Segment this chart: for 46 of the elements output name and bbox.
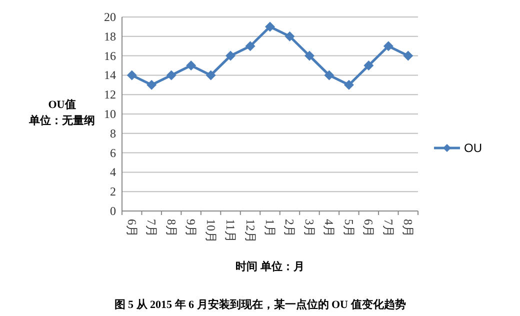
y-tick-label: 6 — [110, 146, 116, 160]
y-tick-label: 0 — [110, 204, 116, 218]
point — [186, 60, 196, 70]
x-tick-label: 4月 — [322, 219, 336, 237]
x-tick-label: 5月 — [342, 219, 356, 237]
point — [166, 70, 176, 80]
point — [304, 50, 314, 61]
y-tick-label: 8 — [110, 126, 116, 140]
x-tick-label: 2月 — [282, 219, 297, 237]
x-tick-label: 11月 — [224, 219, 238, 243]
point — [324, 70, 334, 80]
x-tick-label: 1月 — [263, 219, 277, 237]
point — [403, 50, 414, 61]
y-tick-label: 2 — [110, 184, 116, 199]
x-tick-label: 6月 — [124, 219, 139, 237]
y-tick-label: 18 — [104, 29, 116, 44]
point — [206, 70, 216, 80]
point — [364, 60, 374, 70]
x-tick-label: 8月 — [164, 219, 178, 237]
point — [284, 31, 295, 42]
point — [226, 50, 236, 61]
point — [146, 80, 157, 90]
x-tick-label: 9月 — [184, 219, 198, 237]
y-tick-label: 4 — [110, 165, 116, 180]
y-tick-label: 10 — [104, 107, 116, 121]
x-tick-label: 7月 — [144, 219, 159, 237]
y-tick-label: 12 — [104, 88, 116, 102]
y-axis-title: OU值 — [48, 99, 76, 111]
x-tick-label: 3月 — [302, 219, 316, 237]
point — [126, 70, 137, 80]
legend-label: OU — [464, 141, 482, 155]
text: 单位：无量纲 — [28, 114, 95, 127]
y-tick-label: 14 — [104, 68, 116, 82]
point — [344, 80, 354, 90]
point — [383, 41, 394, 52]
point — [245, 41, 256, 52]
x-tick-label: 12月 — [243, 219, 258, 243]
point — [265, 22, 275, 32]
x-tick-label: 6月 — [362, 219, 376, 237]
x-axis-title: 时间 单位：月 — [236, 260, 304, 273]
y-tick-label: 16 — [104, 48, 116, 63]
x-tick-label: 7月 — [381, 219, 396, 237]
x-tick-label: 10月 — [204, 219, 218, 243]
x-tick-label: 8月 — [401, 219, 416, 237]
y-tick-label: 20 — [104, 10, 116, 24]
caption: 图 5 从 2015 年 6 月安装到现在，某一点位的 OU 值变化趋势 — [114, 298, 406, 311]
